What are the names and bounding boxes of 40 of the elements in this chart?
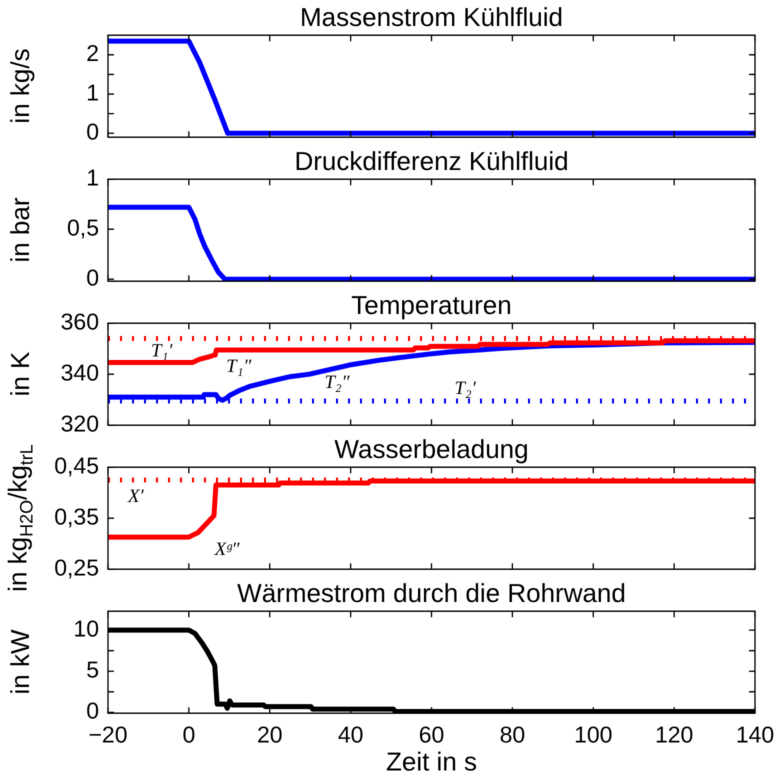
- series-label: Xᵍ″: [214, 539, 241, 560]
- y-tick-label: 5: [86, 656, 99, 683]
- chart-title: Wasserbeladung: [334, 434, 529, 464]
- y-axis-title: in kg/s: [5, 48, 35, 124]
- ref-line-label: T₂′: [454, 378, 477, 399]
- chart-title: Temperaturen: [351, 290, 512, 320]
- series-label: T₂″: [324, 372, 351, 393]
- y-tick-label: 340: [60, 360, 99, 386]
- y-tick-label: 320: [60, 410, 99, 437]
- chart-title: Druckdifferenz Kühlfluid: [294, 146, 569, 176]
- y-axis-title: in kW: [5, 630, 35, 695]
- x-tick-label: 100: [574, 721, 612, 748]
- x-tick-label: 40: [338, 721, 364, 748]
- x-tick-label: −20: [88, 721, 128, 748]
- series-label: T₁″: [226, 356, 252, 377]
- y-tick-label: 0,25: [54, 554, 99, 581]
- chart-title: Wärmestrom durch die Rohrwand: [237, 578, 626, 608]
- y-tick-label: 0: [86, 698, 99, 724]
- x-tick-label: 120: [654, 721, 694, 748]
- x-tick-label: 80: [500, 721, 526, 748]
- x-tick-label: 140: [736, 721, 774, 748]
- y-tick-label: 0,45: [54, 452, 99, 479]
- y-tick-label: 1: [86, 79, 99, 106]
- y-tick-label: 0: [86, 118, 99, 145]
- y-axis-title: in K: [5, 352, 35, 397]
- ref-line-label: T₁′: [151, 340, 174, 362]
- x-tick-label: 20: [256, 721, 283, 748]
- x-axis-title: Zeit in s: [386, 746, 478, 777]
- y-tick-label: 10: [73, 615, 99, 642]
- ref-line-label: X′: [126, 486, 145, 507]
- y-tick-label: 1: [86, 164, 99, 191]
- chart-title: Massenstrom Kühlfluid: [300, 2, 563, 32]
- x-tick-label: 0: [182, 721, 196, 748]
- y-tick-label: 0,5: [67, 214, 99, 241]
- y-tick-label: 360: [60, 308, 99, 335]
- y-axis-title: in bar: [5, 198, 35, 263]
- y-tick-label: 0,35: [54, 504, 99, 530]
- y-tick-label: 2: [86, 40, 99, 66]
- x-tick-label: 60: [418, 721, 444, 748]
- y-tick-label: 0: [86, 264, 99, 291]
